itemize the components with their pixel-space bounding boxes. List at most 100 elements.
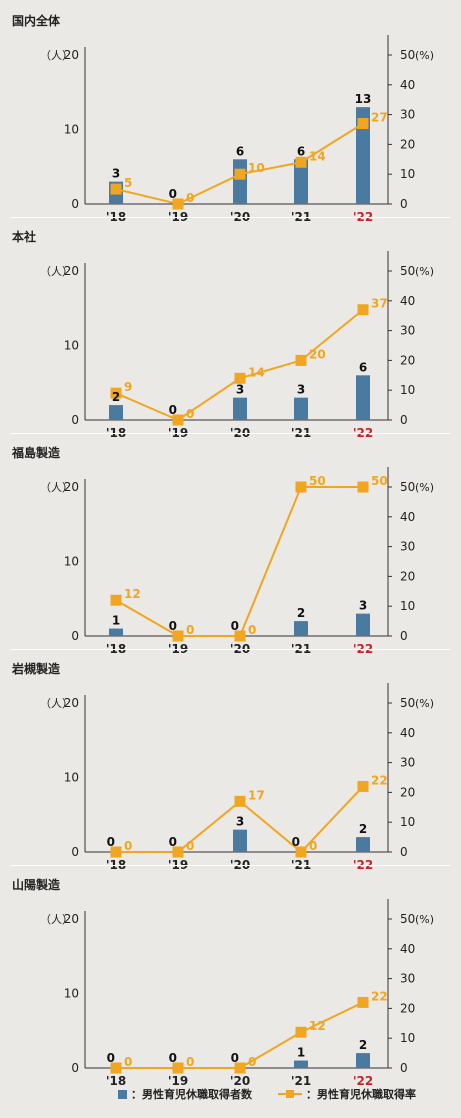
left-tick-label: 10 <box>64 339 79 353</box>
line-marker <box>357 996 369 1008</box>
legend-line: ：男性育児休職取得率 <box>278 1086 416 1102</box>
bar-value-label: 3 <box>236 383 244 397</box>
bar-value-label: 3 <box>297 383 305 397</box>
right-tick-label: 30 <box>400 540 415 554</box>
bar-value-label: 1 <box>112 614 120 628</box>
right-tick-label: 50 <box>400 48 415 62</box>
line-value-label: 50 <box>309 474 326 488</box>
bar <box>233 397 247 420</box>
panel-divider <box>10 217 450 218</box>
right-tick-label: 10 <box>400 167 415 181</box>
right-tick-label: 50 <box>400 912 415 926</box>
category-label: '20 <box>230 642 250 654</box>
category-label: '22 <box>353 1074 373 1086</box>
right-tick-label: 0 <box>400 413 408 427</box>
bar <box>109 628 123 636</box>
right-tick-label: 0 <box>400 197 408 211</box>
bar <box>233 159 247 204</box>
left-tick-label: 10 <box>64 123 79 137</box>
category-label: '20 <box>230 858 250 870</box>
line-value-label: 14 <box>248 365 265 379</box>
right-tick-label: 40 <box>400 294 415 308</box>
left-tick-label: 10 <box>64 555 79 569</box>
line-value-label: 5 <box>124 176 132 190</box>
line-marker <box>295 846 307 858</box>
left-tick-label: 0 <box>71 629 79 643</box>
left-tick-label: 0 <box>71 1061 79 1075</box>
right-tick-label: 10 <box>400 1031 415 1045</box>
bar-value-label: 0 <box>169 835 177 849</box>
bar-value-label: 0 <box>107 1051 115 1065</box>
right-tick-label: 0 <box>400 1061 408 1075</box>
category-label: '18 <box>106 858 126 870</box>
line-value-label: 37 <box>371 297 388 311</box>
left-tick-label: 20 <box>64 480 79 494</box>
bar <box>356 375 370 420</box>
panel-divider <box>10 649 450 650</box>
rate-line <box>116 1001 364 1069</box>
category-label: '19 <box>168 210 188 222</box>
right-tick-label: 50 <box>400 480 415 494</box>
line-marker <box>234 630 246 642</box>
left-tick-label: 10 <box>64 771 79 785</box>
bar-value-label: 0 <box>292 835 300 849</box>
line-value-label: 0 <box>248 623 256 637</box>
line-value-label: 20 <box>309 347 326 361</box>
line-marker <box>172 630 184 642</box>
line-marker <box>234 795 246 807</box>
line-value-label: 12 <box>309 1019 326 1033</box>
chart-panel: 本社 （人） 0 10 20 0 10 20 30 40 50 (%) '18'19'20'21'22 2… <box>0 228 461 444</box>
chart-title: 福島製造 <box>12 446 61 460</box>
bar-value-label: 3 <box>236 815 244 829</box>
bar-value-label: 6 <box>297 144 305 158</box>
panel-divider <box>10 433 450 434</box>
chart-title: 本社 <box>12 230 37 244</box>
right-unit-label: (%) <box>415 697 434 710</box>
bar <box>294 397 308 420</box>
bar <box>294 159 308 204</box>
line-marker <box>172 846 184 858</box>
line-value-label: 12 <box>124 587 141 601</box>
right-tick-label: 40 <box>400 78 415 92</box>
category-label: '18 <box>106 210 126 222</box>
line-value-label: 0 <box>186 623 194 637</box>
category-label: '21 <box>291 642 311 654</box>
chart-panel: 国内全体 （人） 0 10 20 0 10 20 30 40 50 (%) '18'19'20'21'2… <box>0 12 461 228</box>
category-label: '22 <box>353 642 373 654</box>
line-marker <box>357 118 369 130</box>
rate-line <box>115 486 363 637</box>
right-tick-label: 30 <box>400 108 415 122</box>
line-marker <box>172 1062 184 1074</box>
bar-value-label: 2 <box>359 1038 367 1052</box>
bar-value-label: 0 <box>169 403 177 417</box>
line-marker <box>357 481 369 493</box>
bar-value-label: 0 <box>169 187 177 201</box>
category-label: '20 <box>230 426 250 438</box>
category-label: '18 <box>106 1074 126 1086</box>
category-label: '19 <box>168 426 188 438</box>
bar-value-label: 0 <box>231 1051 239 1065</box>
bar-value-label: 0 <box>169 619 177 633</box>
legend-bar-label: ：男性育児休職取得者数 <box>131 1088 252 1101</box>
line-value-label: 0 <box>186 407 194 421</box>
line-marker <box>172 414 184 426</box>
left-unit-label: （人） <box>40 481 73 494</box>
right-tick-label: 20 <box>400 137 415 151</box>
left-unit-label: （人） <box>40 265 73 278</box>
line-marker <box>295 156 307 168</box>
left-unit-label: （人） <box>40 913 73 926</box>
left-tick-label: 0 <box>71 845 79 859</box>
left-unit-label: （人） <box>40 697 73 710</box>
category-label: '19 <box>168 1074 188 1086</box>
category-label: '21 <box>291 210 311 222</box>
right-tick-label: 50 <box>400 696 415 710</box>
bar-value-label: 2 <box>359 822 367 836</box>
line-value-label: 17 <box>248 788 265 802</box>
left-tick-label: 20 <box>64 912 79 926</box>
bar <box>109 405 123 420</box>
right-tick-label: 10 <box>400 383 415 397</box>
